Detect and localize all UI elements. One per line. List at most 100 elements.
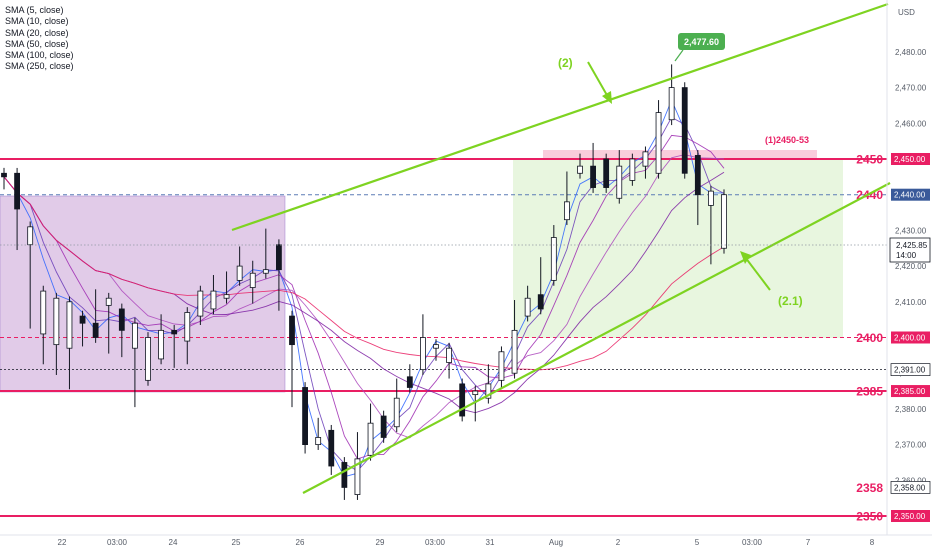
- candle-body-35: [459, 383, 466, 417]
- candle-body-39: [511, 329, 518, 374]
- wave-2-label: (2): [558, 56, 573, 70]
- level-label-0: 2450: [856, 153, 883, 167]
- level-label-1: 2440: [856, 188, 883, 202]
- time-label-4: 26: [296, 538, 305, 547]
- indicator-sma-10[interactable]: SMA (10, close): [5, 16, 69, 27]
- candle-body-24: [315, 437, 322, 445]
- candle-body-8: [105, 297, 112, 306]
- candle-body-15: [197, 290, 204, 317]
- wave-2-1-label: (2.1): [778, 294, 803, 308]
- indicator-legend: SMA (5, close) SMA (10, close) SMA (20, …: [5, 5, 74, 73]
- candle-body-7: [92, 322, 99, 338]
- candle-body-21: [276, 244, 282, 271]
- time-axis[interactable]: 22 03:00 24 25 26 29 03:00 31 Aug 2 5 03:00 7 8: [58, 538, 875, 547]
- candle-body-14: [184, 312, 191, 342]
- price-tag-text-1: 2,440.00: [894, 191, 926, 200]
- time-label-5: 29: [376, 538, 385, 547]
- candle-body-29: [380, 415, 387, 438]
- time-label-13: 8: [870, 538, 875, 547]
- time-label-1: 03:00: [107, 538, 128, 547]
- indicator-sma-250[interactable]: SMA (250, close): [5, 61, 74, 72]
- candle-body-10: [132, 322, 138, 349]
- price-tick-5: 2,420.00: [895, 262, 927, 271]
- price-tag-text-5: 2,358.00: [894, 483, 926, 492]
- time-label-11: 03:00: [742, 538, 763, 547]
- upper-trendline[interactable]: [231, 2, 889, 232]
- time-label-7: 31: [486, 538, 495, 547]
- level-label-4: 2385: [856, 385, 883, 399]
- candle-body-11: [145, 337, 151, 381]
- wave-2-arrow-head: [602, 91, 612, 104]
- price-tag-3: [890, 363, 931, 376]
- sma-line-5: [3, 176, 725, 371]
- indicator-sma-100[interactable]: SMA (100, close): [5, 50, 74, 61]
- price-tick-1: 2,370.00: [895, 441, 927, 450]
- candle-body-44: [577, 165, 583, 174]
- price-axis[interactable]: 2,360.002,370.002,380.002,390.002,410.00…: [895, 48, 927, 485]
- candle-body-31: [406, 376, 413, 388]
- candle-body-47: [616, 165, 623, 199]
- candle-body-46: [603, 158, 610, 188]
- level-label-5: 2358: [856, 481, 883, 495]
- high-callout-text: 2,477.60: [684, 37, 719, 47]
- candle-body-52: [681, 87, 688, 174]
- sma-line-3: [3, 154, 725, 439]
- candle-body-3: [40, 290, 47, 335]
- price-tag-text-0: 2,450.00: [894, 155, 926, 164]
- current-price-text: 2,425.85: [896, 241, 928, 250]
- wave-2-1-arrow-shaft: [744, 256, 771, 291]
- time-label-9: 2: [616, 538, 621, 547]
- candle-body-42: [550, 237, 557, 281]
- candle-body-5: [66, 301, 73, 349]
- candles: [1, 64, 727, 500]
- time-label-0: 22: [58, 538, 67, 547]
- time-label-3: 25: [232, 538, 241, 547]
- candle-body-16: [210, 290, 217, 310]
- candle-body-6: [79, 315, 86, 324]
- price-tick-8: 2,470.00: [895, 84, 927, 93]
- candle-body-49: [642, 151, 649, 167]
- candle-body-1: [14, 172, 20, 210]
- time-label-12: 7: [806, 538, 811, 547]
- price-tag-4: [891, 385, 930, 398]
- candle-body-33: [433, 344, 439, 349]
- indicator-sma-5[interactable]: SMA (5, close): [5, 5, 64, 15]
- price-tick-4: 2,410.00: [895, 298, 927, 307]
- candle-body-45: [590, 165, 596, 188]
- candle-body-2: [27, 226, 34, 246]
- candle-body-26: [341, 462, 348, 488]
- candle-body-23: [302, 387, 308, 446]
- price-tick-0: 2,360.00: [895, 476, 927, 485]
- high-callout[interactable]: [678, 33, 725, 50]
- price-tag-6: [891, 510, 930, 522]
- candle-body-20: [262, 269, 269, 274]
- price-tick-6: 2,430.00: [895, 226, 927, 235]
- candle-body-41: [537, 294, 544, 310]
- candle-body-43: [564, 201, 570, 221]
- currency-label: USD: [898, 8, 915, 17]
- indicator-sma-50[interactable]: SMA (50, close): [5, 38, 69, 49]
- candle-body-54: [708, 190, 714, 206]
- current-price-tag: [889, 237, 931, 263]
- candle-body-13: [171, 329, 178, 335]
- candle-body-53: [694, 155, 701, 196]
- high-callout-pointer: [674, 49, 684, 62]
- price-tag-text-4: 2,385.00: [894, 387, 926, 396]
- price-tick-2: 2,380.00: [895, 405, 927, 414]
- target-zone[interactable]: [513, 160, 843, 338]
- wave-2-arrow-shaft: [587, 61, 609, 98]
- price-tag-0: [891, 153, 930, 165]
- indicator-sma-20[interactable]: SMA (20, close): [5, 27, 69, 38]
- candle-body-37: [485, 383, 492, 399]
- level-label-2: 2400: [856, 331, 883, 345]
- resistance-zone-label: (1)2450-53: [765, 135, 809, 145]
- lower-trendline[interactable]: [302, 182, 891, 494]
- price-tag-text-3: 2,391.00: [894, 366, 926, 375]
- resistance-zone[interactable]: [543, 150, 817, 159]
- candle-body-9: [118, 308, 125, 331]
- price-tag-2: [891, 331, 930, 344]
- candle-body-19: [249, 272, 256, 288]
- price-tags: 2,450.00 2,440.00 2,400.00 2,391.00 2,385.00…: [890, 153, 931, 522]
- price-tag-1: [891, 188, 930, 201]
